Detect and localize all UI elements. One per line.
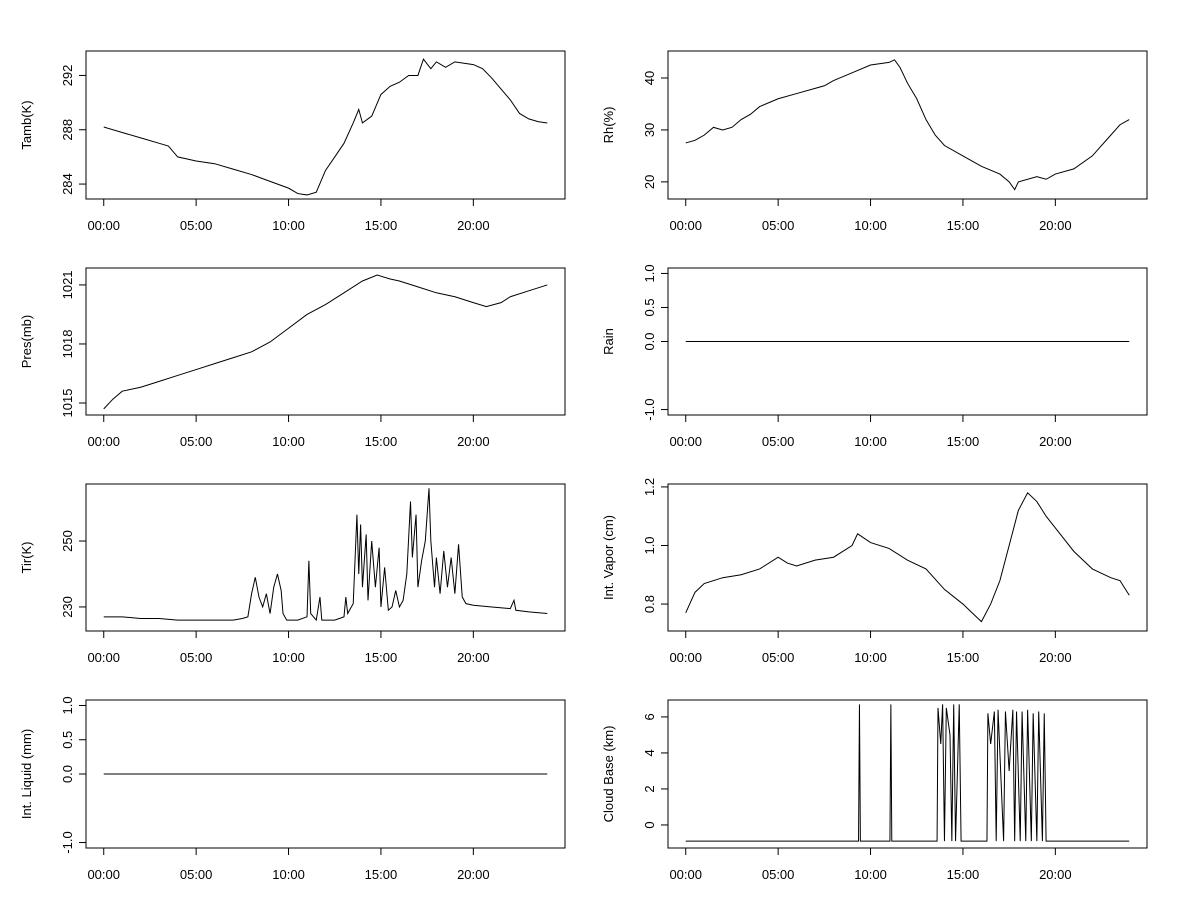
panel: 00:00 05:00 10:00 15:00 20:00 0 2 4 6 Cloud Base … <box>601 699 1148 882</box>
x-tick-label: 20:00 <box>1039 434 1072 449</box>
y-tick-label: 1018 <box>60 329 75 358</box>
plot-frame <box>85 50 566 200</box>
panel: 00:00 05:00 10:00 15:00 20:00 230 250 Tir(K) <box>19 483 566 665</box>
x-tick-label: 10:00 <box>272 867 305 882</box>
y-tick-label: 0 <box>642 821 657 828</box>
x-tick-label: 20:00 <box>1039 650 1072 665</box>
x-tick-label: 10:00 <box>854 218 887 233</box>
panel: 00:00 05:00 10:00 15:00 20:00 -1.0 0.0 0.5 1.0 In… <box>19 696 566 882</box>
x-tick-label: 10:00 <box>854 867 887 882</box>
y-axis-label: Rh(%) <box>601 107 616 144</box>
y-tick-label: 1015 <box>60 389 75 418</box>
y-tick-label: 1.0 <box>642 536 657 554</box>
x-tick-label: 10:00 <box>854 650 887 665</box>
plot-frame <box>667 50 1148 200</box>
plot-frame <box>667 483 1148 632</box>
y-tick-label: 1.2 <box>642 478 657 496</box>
data-line <box>685 491 1130 623</box>
y-tick-label: 40 <box>642 71 657 85</box>
x-tick-label: 05:00 <box>180 867 213 882</box>
y-tick-label: -1.0 <box>60 831 75 853</box>
panel: 00:00 05:00 10:00 15:00 20:00 0.8 1.0 1.2 Int. V… <box>601 478 1148 665</box>
data-line <box>685 704 1130 842</box>
x-tick-label: 05:00 <box>180 218 213 233</box>
x-tick-label: 15:00 <box>365 650 398 665</box>
x-tick-label: 05:00 <box>762 867 795 882</box>
x-tick-label: 05:00 <box>762 218 795 233</box>
data-line <box>103 488 548 622</box>
x-tick-label: 00:00 <box>87 218 120 233</box>
y-tick-label: 0.5 <box>60 731 75 749</box>
y-tick-label: 0.5 <box>642 298 657 316</box>
y-axis-label: Pres(mb) <box>19 315 34 368</box>
y-tick-label: 30 <box>642 123 657 137</box>
x-tick-label: 15:00 <box>947 867 980 882</box>
y-axis-label: Int. Vapor (cm) <box>601 515 616 600</box>
y-tick-label: 230 <box>60 596 75 618</box>
x-tick-label: 10:00 <box>854 434 887 449</box>
x-tick-label: 05:00 <box>762 650 795 665</box>
y-tick-label: 6 <box>642 713 657 720</box>
plot-frame <box>85 267 566 416</box>
y-axis-label: Rain <box>601 328 616 355</box>
x-tick-label: 15:00 <box>947 218 980 233</box>
y-tick-label: 0.8 <box>642 595 657 613</box>
plot-frame <box>667 699 1148 849</box>
x-tick-label: 15:00 <box>947 650 980 665</box>
x-tick-label: 20:00 <box>457 434 490 449</box>
panel: 00:00 05:00 10:00 15:00 20:00 1015 1018 1021 Pre… <box>19 267 566 449</box>
y-tick-label: 1.0 <box>60 696 75 714</box>
x-tick-label: 00:00 <box>669 650 702 665</box>
y-axis-label: Tir(K) <box>19 541 34 573</box>
x-tick-label: 20:00 <box>457 218 490 233</box>
y-tick-label: 250 <box>60 530 75 552</box>
x-tick-label: 20:00 <box>457 867 490 882</box>
y-tick-label: 292 <box>60 65 75 87</box>
y-tick-label: 288 <box>60 119 75 141</box>
x-tick-label: 10:00 <box>272 218 305 233</box>
panel: 00:00 05:00 10:00 15:00 20:00 -1.0 0.0 0.5 1.0 Ra… <box>601 264 1148 449</box>
x-tick-label: 15:00 <box>947 434 980 449</box>
y-tick-label: 1.0 <box>642 264 657 282</box>
x-tick-label: 10:00 <box>272 650 305 665</box>
x-tick-label: 05:00 <box>180 650 213 665</box>
panel: 00:00 05:00 10:00 15:00 20:00 284 288 292 Tamb(K… <box>19 50 566 233</box>
y-axis-label: Tamb(K) <box>19 100 34 149</box>
y-tick-label: -1.0 <box>642 398 657 420</box>
y-tick-label: 0.0 <box>642 332 657 350</box>
x-tick-label: 05:00 <box>180 434 213 449</box>
x-tick-label: 00:00 <box>669 434 702 449</box>
x-tick-label: 15:00 <box>365 867 398 882</box>
x-tick-label: 05:00 <box>762 434 795 449</box>
x-tick-label: 00:00 <box>87 867 120 882</box>
panel: 00:00 05:00 10:00 15:00 20:00 20 30 40 Rh(%) <box>601 50 1148 233</box>
x-tick-label: 00:00 <box>87 650 120 665</box>
plot-frame <box>85 483 566 632</box>
y-axis-label: Int. Liquid (mm) <box>19 729 34 819</box>
x-tick-label: 20:00 <box>1039 218 1072 233</box>
x-tick-label: 15:00 <box>365 218 398 233</box>
y-tick-label: 0.0 <box>60 765 75 783</box>
y-axis-label: Cloud Base (km) <box>601 726 616 823</box>
x-tick-label: 15:00 <box>365 434 398 449</box>
y-tick-label: 4 <box>642 749 657 756</box>
x-tick-label: 10:00 <box>272 434 305 449</box>
x-tick-label: 20:00 <box>457 650 490 665</box>
x-tick-label: 00:00 <box>669 218 702 233</box>
x-tick-label: 00:00 <box>669 867 702 882</box>
y-tick-label: 1021 <box>60 270 75 299</box>
y-tick-label: 20 <box>642 175 657 189</box>
data-line <box>103 274 548 410</box>
x-tick-label: 20:00 <box>1039 867 1072 882</box>
data-line <box>103 58 548 196</box>
data-line <box>685 59 1130 191</box>
y-tick-label: 2 <box>642 785 657 792</box>
x-tick-label: 00:00 <box>87 434 120 449</box>
y-tick-label: 284 <box>60 173 75 195</box>
